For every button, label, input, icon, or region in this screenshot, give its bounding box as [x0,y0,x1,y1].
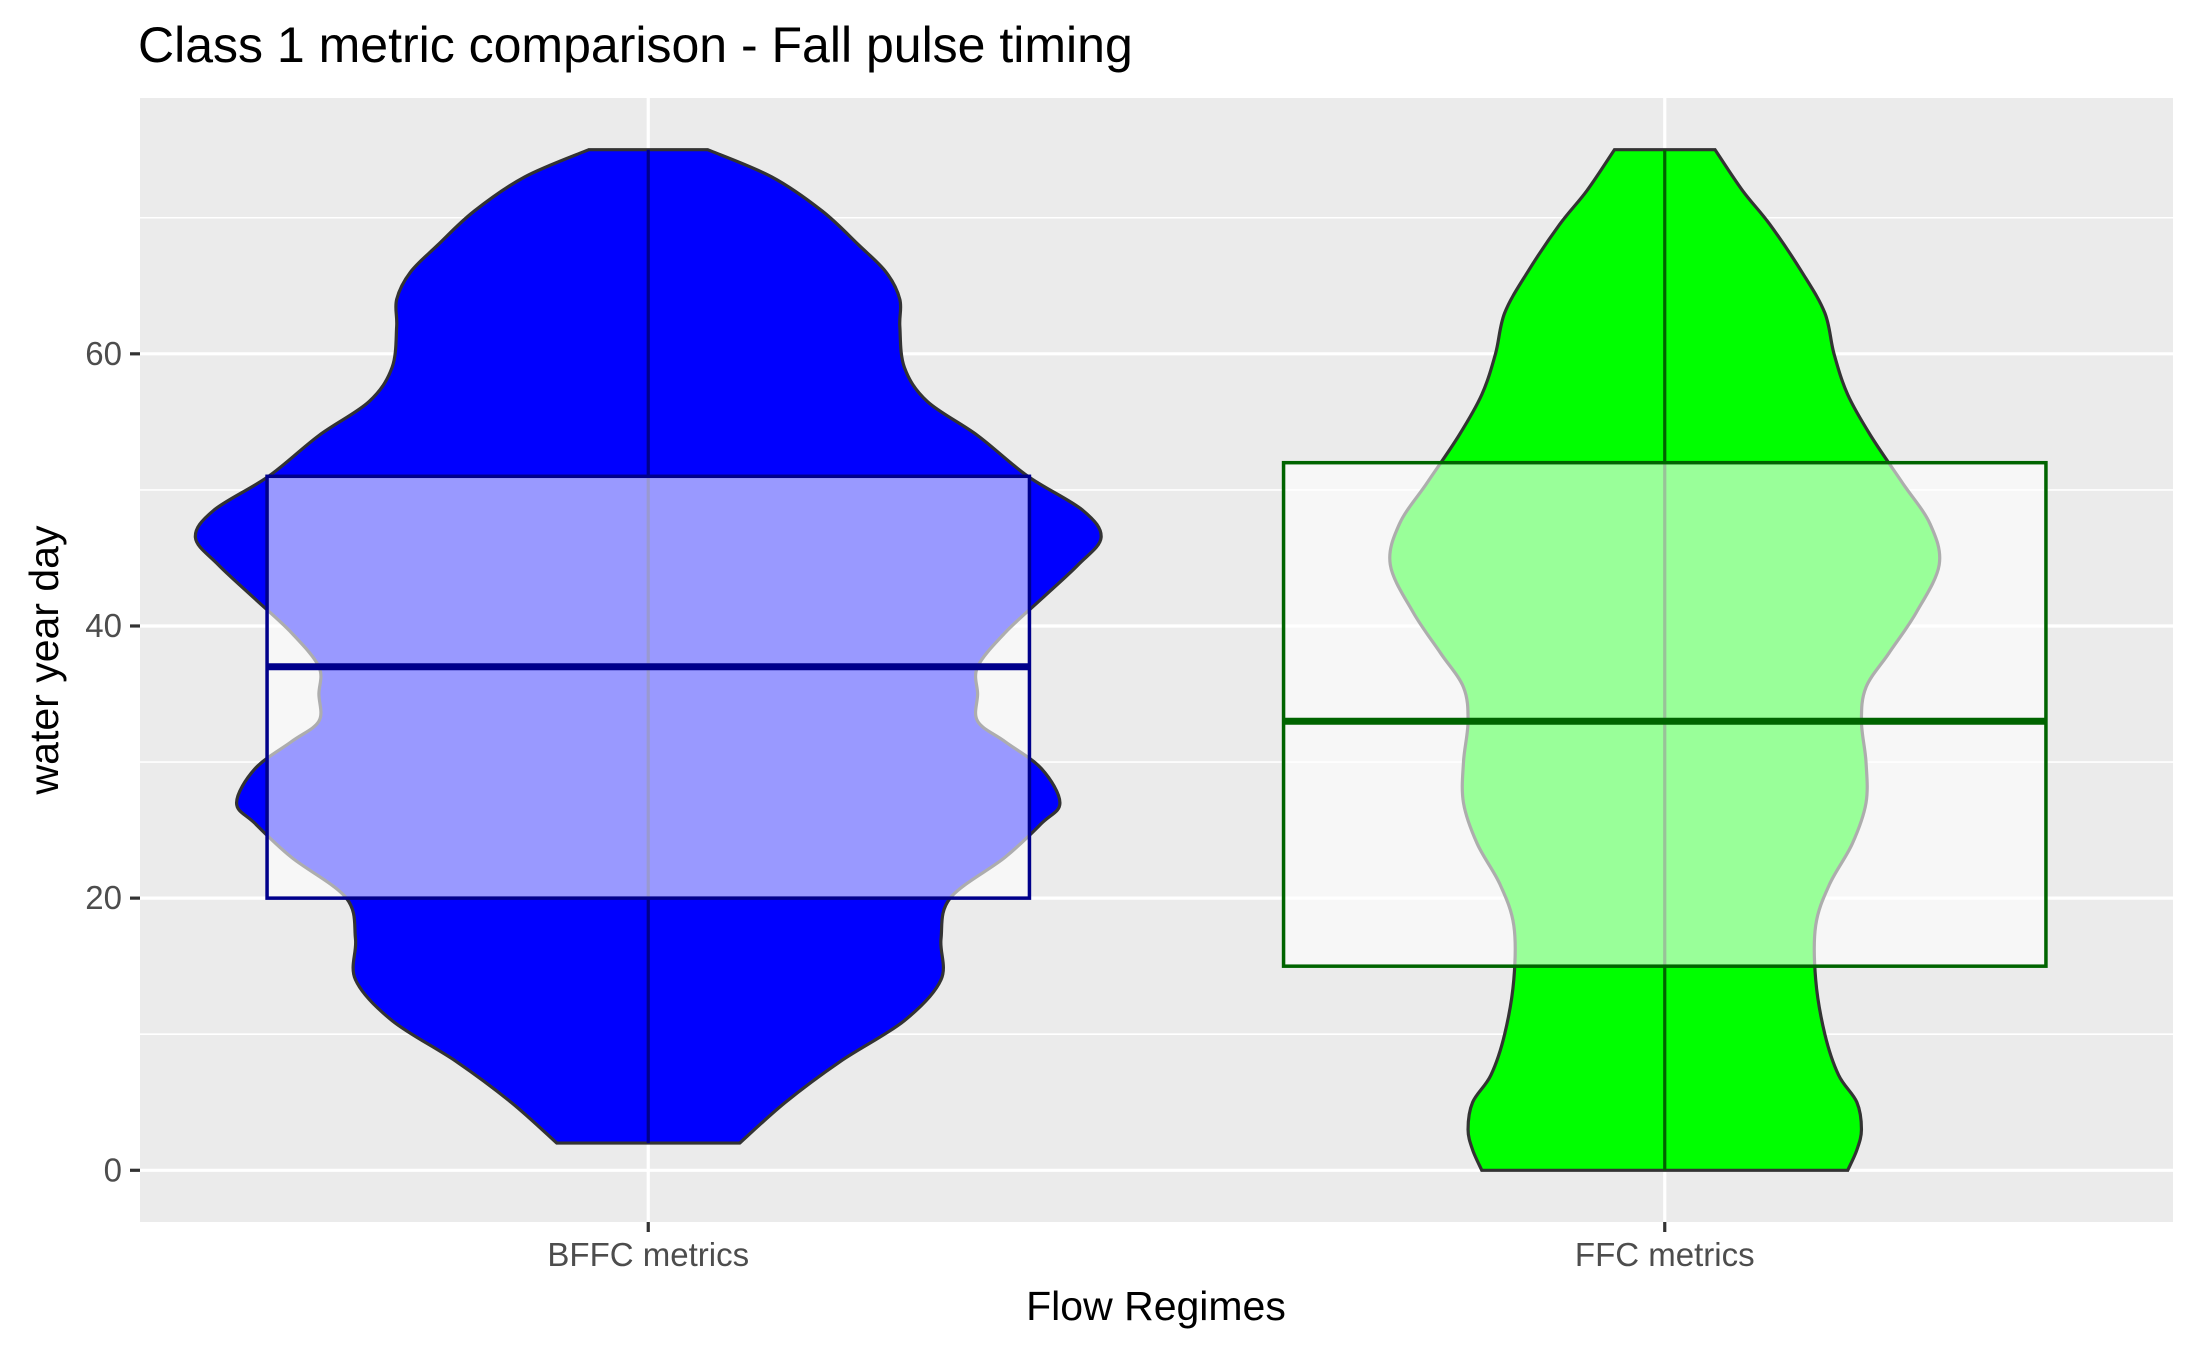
x-axis-title: Flow Regimes [1026,1283,1286,1329]
y-axis-title: water year day [21,525,67,795]
iqr-box [1281,460,2048,968]
y-tick-label: 0 [104,1151,122,1188]
boxplot-layer [265,149,2048,1171]
y-tick-label: 20 [85,879,122,916]
y-tick-label: 40 [85,607,122,644]
x-tick-label: FFC metrics [1575,1236,1755,1273]
iqr-box [265,474,1032,900]
y-tick-label: 60 [85,335,122,372]
y-axis: 0 20 40 60 [85,335,140,1188]
x-axis: BFFC metrics FFC metrics [547,1222,1755,1273]
chart-title: Class 1 metric comparison - Fall pulse t… [138,17,1133,73]
x-tick-label: BFFC metrics [547,1236,749,1273]
